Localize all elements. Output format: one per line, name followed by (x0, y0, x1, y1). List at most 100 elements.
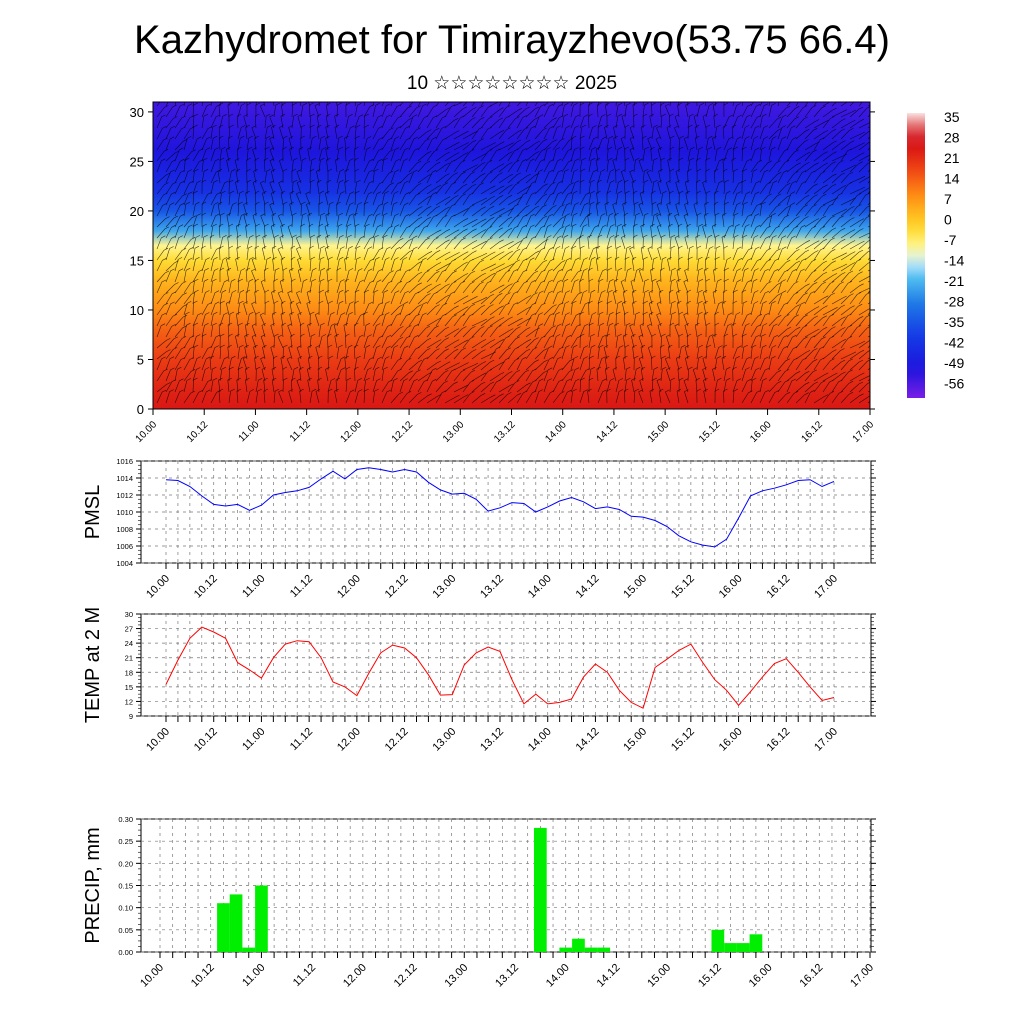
x-tick-label: 11.12 (288, 726, 315, 753)
x-tick-label: 11.00 (237, 419, 262, 444)
y-tick-label: 5 (137, 352, 144, 367)
x-tick-label: 14.00 (543, 419, 569, 445)
colorbar-label: 7 (944, 191, 952, 207)
colorbar-label: -7 (944, 232, 957, 248)
x-tick-label: 14.00 (544, 962, 572, 990)
y-tick-label: 20 (130, 204, 144, 219)
y-tick-label: 0.20 (118, 859, 133, 868)
y-tick-label: 0.00 (118, 948, 133, 957)
y-tick-label: 0 (137, 402, 144, 417)
x-tick-label: 12.00 (339, 419, 365, 445)
x-tick-label: 16.12 (799, 419, 825, 445)
y-tick-label: 1016 (116, 457, 133, 466)
x-tick-label: 13.12 (478, 726, 506, 754)
temp-panel: 9 12 15 18 21 24 27 30 10.00 10.12 11.00 11.12 12.00… (82, 607, 876, 754)
y-tick-label: 27 (125, 625, 133, 634)
colorbar-label: 14 (944, 171, 960, 187)
colorbar (907, 113, 925, 398)
y-tick-label: 12 (125, 697, 133, 706)
x-tick-label: 13.12 (478, 573, 506, 601)
x-tick-label: 10.12 (192, 726, 220, 754)
x-tick-label: 12.00 (335, 726, 363, 754)
series-line (165, 626, 835, 709)
x-tick-label: 11.12 (288, 573, 315, 600)
y-tick-label: 9 (129, 712, 133, 721)
y-tick-label: 0.15 (118, 882, 133, 891)
precip-panel: 0.00 0.05 0.10 0.15 0.20 0.25 0.30 10.00 10.12 11… (82, 815, 876, 990)
colorbar-label: 0 (944, 212, 952, 228)
colorbar-label: -49 (944, 355, 964, 371)
colorbar-label: -14 (944, 253, 964, 269)
x-tick-label: 13.00 (442, 962, 470, 990)
y-tick-label: 15 (130, 253, 144, 268)
wind-barbs (156, 102, 870, 404)
x-tick-label: 13.12 (492, 419, 518, 445)
colorbar-label: -28 (944, 294, 964, 310)
x-tick-label: 10.00 (144, 726, 172, 754)
precip-bar (559, 947, 573, 952)
x-tick-label: 17.00 (812, 573, 840, 601)
precip-bar (229, 894, 243, 952)
x-tick-label: 12.12 (383, 726, 411, 754)
chart-title: Kazhydromet for Timirayzhevo(53.75 66.4) (134, 18, 890, 62)
y-tick-label: 0.10 (118, 904, 133, 913)
x-tick-label: 14.12 (595, 962, 623, 990)
precip-bar (255, 885, 268, 952)
y-tick-label: 0.25 (118, 837, 133, 846)
x-tick-label: 15.12 (669, 726, 697, 754)
x-tick-label: 16.00 (717, 726, 745, 754)
x-tick-label: 14.12 (574, 573, 602, 601)
y-tick-label: 1006 (116, 542, 133, 551)
precip-bar (597, 947, 611, 952)
y-tick-label: 1014 (116, 474, 133, 483)
x-tick-label: 16.00 (717, 573, 745, 601)
x-tick-label: 17.00 (848, 962, 876, 990)
x-tick-label: 14.00 (526, 573, 554, 601)
x-tick-label: 15.00 (621, 726, 649, 754)
x-tick-label: 16.12 (764, 726, 792, 754)
y-axis-label: PMSL (82, 485, 104, 539)
x-tick-label: 15.12 (696, 962, 724, 990)
precip-bar (749, 934, 763, 952)
colorbar-label: 21 (944, 150, 960, 166)
y-axis-label: PRECIP, mm (82, 827, 104, 943)
heatmap-field (153, 102, 870, 409)
precip-bar (534, 827, 547, 952)
x-tick-label: 10.12 (192, 573, 220, 601)
x-tick-label: 13.00 (430, 726, 458, 754)
x-tick-label: 13.12 (493, 962, 521, 990)
y-tick-label: 10 (130, 303, 144, 318)
colorbar-label: -56 (944, 376, 964, 392)
x-tick-label: 15.00 (621, 573, 649, 601)
colorbar-label: -21 (944, 273, 964, 289)
y-tick-label: 1004 (116, 559, 133, 568)
y-tick-label: 18 (125, 668, 133, 677)
precip-bar (711, 929, 725, 952)
x-tick-label: 11.12 (288, 419, 313, 444)
colorbar-label: -35 (944, 314, 964, 330)
x-tick-label: 14.00 (526, 726, 554, 754)
y-tick-label: 30 (130, 105, 144, 120)
y-tick-label: 1008 (116, 525, 133, 534)
y-tick-label: 24 (125, 639, 133, 648)
colorbar-label: 35 (944, 109, 960, 125)
y-tick-label: 1012 (116, 491, 133, 500)
x-tick-label: 16.00 (748, 419, 774, 445)
x-tick-label: 11.00 (240, 962, 267, 989)
x-tick-label: 17.00 (851, 419, 877, 445)
y-tick-label: 15 (125, 683, 133, 692)
x-tick-label: 16.12 (764, 573, 792, 601)
y-tick-label: 0.30 (118, 815, 133, 824)
x-tick-label: 11.00 (240, 573, 267, 600)
precip-bar (724, 943, 737, 952)
series-line (165, 467, 835, 548)
x-tick-label: 11.12 (291, 962, 318, 989)
y-axis-label: TEMP at 2 M (82, 607, 104, 723)
precip-bar (584, 947, 598, 952)
x-tick-label: 13.00 (430, 573, 458, 601)
precip-bar (242, 947, 256, 952)
x-tick-label: 12.12 (390, 419, 416, 445)
x-tick-label: 12.00 (335, 573, 363, 601)
colorbar-label: 28 (944, 130, 960, 146)
